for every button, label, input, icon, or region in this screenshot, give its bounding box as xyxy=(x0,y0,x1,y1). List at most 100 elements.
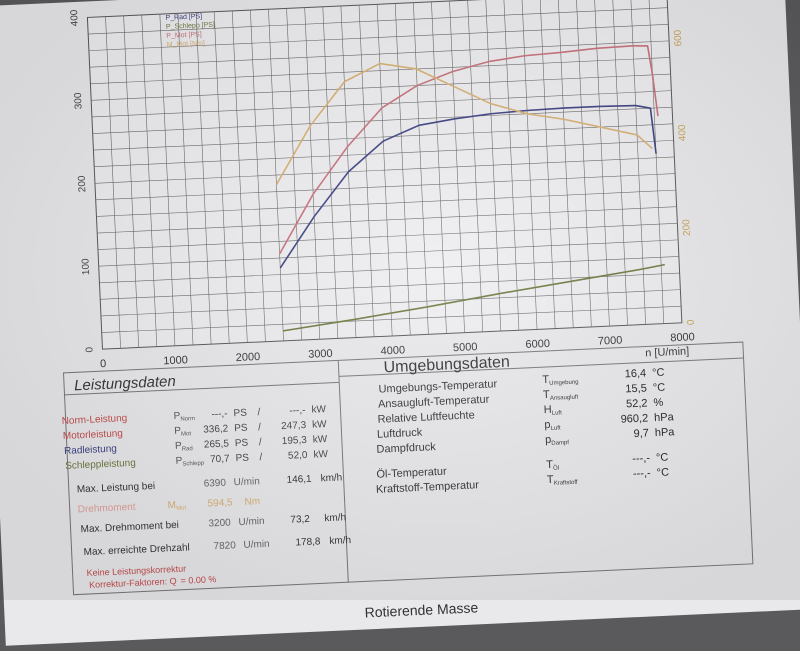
umgebung-row: Kraftstoff-Temperatur TKraftstoff ---,- °C xyxy=(376,467,670,496)
leistung-row: Schleppleistung PSchlepp 70,7 PS / 52,0 kW xyxy=(65,449,329,472)
leistung-row-slash: / xyxy=(257,407,260,418)
umgebung-row-label: Umgebungs-Temperatur xyxy=(378,378,497,395)
max-drehmoment-label: Max. Drehmoment bei xyxy=(80,520,179,535)
umgebung-row: Umgebungs-Temperatur TUmgebung 16,4 °C xyxy=(378,367,665,396)
umgebung-row-unit: °C xyxy=(652,367,665,380)
leistung-row-symbol: PMot xyxy=(174,425,192,438)
y-right-tick-label: 200 xyxy=(681,219,693,237)
legend-entry: P_Rad [PS] xyxy=(165,13,202,22)
umgebung-row-unit: % xyxy=(653,397,664,409)
x-tick-label: 0 xyxy=(100,358,107,370)
max-drehzahl-label: Max. erreichte Drehzahl xyxy=(83,542,190,558)
series-line xyxy=(275,62,653,185)
grid-line-h xyxy=(101,305,682,333)
umgebung-row-value: 16,4 xyxy=(624,367,646,380)
grid-line-h xyxy=(88,24,669,51)
x-tick-label: 3000 xyxy=(308,348,333,361)
leistung-row-kw-unit: kW xyxy=(313,449,328,461)
umgebung-row-symbol: TUmgebung xyxy=(542,373,579,388)
grid-line-h xyxy=(96,189,676,217)
grid-line-h xyxy=(99,256,679,284)
grid-line-h xyxy=(90,57,670,85)
leistung-row-symbol: PRad xyxy=(175,440,193,453)
max-drehzahl-n: 7820 xyxy=(213,540,236,552)
leistung-row-slash: / xyxy=(258,422,261,433)
leistung-row-kw: 195,3 xyxy=(282,435,308,447)
leistung-row-slash: / xyxy=(259,452,262,463)
grid xyxy=(88,0,682,349)
grid-line-h xyxy=(94,156,675,184)
rotierende-masse-heading: Rotierende Masse xyxy=(364,599,478,620)
max-drehmoment-speed: 73,2 xyxy=(290,514,310,526)
umgebung-row-unit: hPa xyxy=(655,426,676,439)
leistungsdaten-section: Leistungsdaten Norm-Leistung PNorm ---,- PS… xyxy=(61,373,351,590)
leistung-row-ps-unit: PS xyxy=(235,438,249,450)
leistung-row-symbol: PNorm xyxy=(173,410,195,423)
max-drehzahl-kmh: km/h xyxy=(329,535,351,547)
x-tick-label: 4000 xyxy=(380,344,405,357)
umgebung-row: Relative Luftfeuchte HLuft 52,2% xyxy=(377,397,664,426)
grid-line-h xyxy=(94,140,674,167)
umgebung-row-unit: °C xyxy=(656,452,669,465)
y-right-tick-label: 0 xyxy=(686,319,697,325)
umgebungsdaten-title: Umgebungsdaten xyxy=(383,354,510,377)
umgebung-row-label: Dampfdruck xyxy=(376,441,436,456)
grid-line-h xyxy=(89,40,670,68)
x-tick-label: 8000 xyxy=(670,331,695,344)
leistung-row-kw-unit: kW xyxy=(313,434,328,446)
grid-line-h xyxy=(100,289,681,317)
umgebung-row-symbol: HLuft xyxy=(543,403,562,417)
umgebung-row-label: Ansaugluft-Temperatur xyxy=(378,394,490,411)
leistung-row-kw: 247,3 xyxy=(281,420,307,432)
umgebung-row: Öl-Temperatur TÖl ---,- °C xyxy=(376,452,669,481)
max-leistung-kmh: km/h xyxy=(320,472,342,484)
x-tick-label: 7000 xyxy=(598,335,623,348)
y-left-tick-label: 400 xyxy=(69,9,81,27)
umgebung-row-symbol: pDampf xyxy=(545,433,570,447)
panel-left-header-line xyxy=(64,381,340,396)
y-left-tick-label: 300 xyxy=(73,92,85,110)
umgebung-row: Ansaugluft-Temperatur TAnsaugluft 15,5 °C xyxy=(378,382,666,411)
umgebung-row-unit: hPa xyxy=(654,411,675,424)
series-line xyxy=(278,45,659,255)
max-drehmoment-n: 3200 xyxy=(208,517,231,529)
korrektur-note: Keine Leistungskorrektur xyxy=(86,564,186,579)
grid-line-h xyxy=(97,206,677,234)
x-tick-label: 5000 xyxy=(453,341,478,354)
panel-right-header-line xyxy=(338,357,744,377)
leistung-row-ps: 265,5 xyxy=(204,438,230,450)
leistung-row-ps-unit: PS xyxy=(233,408,247,420)
leistung-row-ps: 336,2 xyxy=(203,423,229,435)
leistung-row-ps-unit: PS xyxy=(234,423,248,435)
grid-line-h xyxy=(97,222,678,250)
series-line xyxy=(283,263,665,332)
max-leistung-speed: 146,1 xyxy=(286,474,312,486)
grid-line-h xyxy=(91,73,671,101)
korrektur-faktoren: Korrektur-Faktoren: Q = 0.00 % xyxy=(89,574,217,590)
legend-entry: P_Mot [PS] xyxy=(166,31,202,40)
umgebung-row-value: 15,5 xyxy=(625,382,647,395)
umgebung-row-symbol: TÖl xyxy=(546,459,559,473)
x-axis-unit: n [U/min] xyxy=(645,345,690,359)
y-right-tick-label: 600 xyxy=(673,29,685,47)
umgebung-row-label: Öl-Temperatur xyxy=(376,466,447,481)
umgebung-row-symbol: TKraftstoff xyxy=(547,473,579,487)
umgebung-row-label: Kraftstoff-Temperatur xyxy=(376,479,480,496)
y-left-tick-label: 0 xyxy=(84,346,95,352)
umgebung-row-symbol: pLuft xyxy=(544,418,561,432)
leistung-row: Norm-Leistung PNorm ---,- PS / ---,- kW xyxy=(61,404,326,427)
y-right-tick-label: 400 xyxy=(677,124,689,142)
leistung-row-label: Motorleistung xyxy=(63,428,123,442)
grid-line-h xyxy=(95,173,676,201)
drehmoment-label: Drehmoment xyxy=(77,502,135,516)
umgebung-row-value: ---,- xyxy=(633,467,652,480)
umgebungsdaten-section: Umgebungsdaten Umgebungs-Temperatur TUmge… xyxy=(376,354,676,496)
drehmoment-symbol: MMot xyxy=(167,499,186,512)
leistung-row-kw: 52,0 xyxy=(288,450,308,462)
max-leistung-label: Max. Leistung bei xyxy=(77,481,156,496)
leistung-row-ps-unit: PS xyxy=(235,453,249,465)
leistung-row: Radleistung PRad 265,5 PS / 195,3 kW xyxy=(64,434,328,457)
